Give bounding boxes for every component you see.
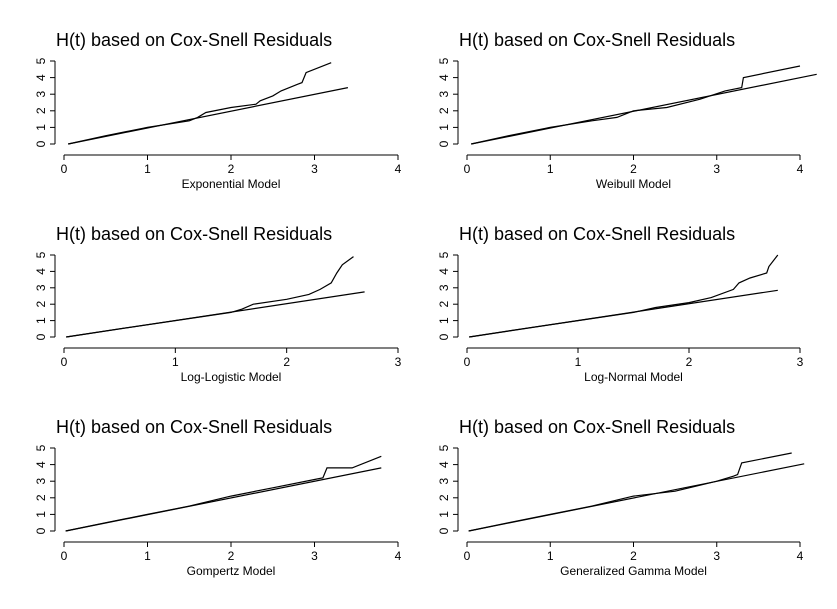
x-tick-label: 1 <box>547 162 554 176</box>
x-tick-label: 2 <box>630 162 637 176</box>
x-tick-label: 3 <box>311 549 318 563</box>
y-tick-label: 4 <box>34 268 48 275</box>
reference-line <box>471 73 817 145</box>
y-tick-label: 2 <box>34 494 48 501</box>
y-tick-label: 4 <box>437 268 451 275</box>
cumulative-hazard-line <box>66 256 354 338</box>
y-tick-label: 3 <box>34 91 48 98</box>
cumulative-hazard-line <box>469 254 779 338</box>
x-tick-label: 2 <box>283 355 290 369</box>
x-tick-label: 3 <box>797 355 804 369</box>
y-tick-label: 5 <box>437 444 451 451</box>
x-tick-label: 4 <box>797 162 804 176</box>
chart-title: H(t) based on Cox-Snell Residuals <box>56 30 332 50</box>
x-tick-label: 3 <box>311 162 318 176</box>
reference-line <box>468 463 805 532</box>
cumulative-hazard-line <box>471 65 801 145</box>
chart-panel-3: H(t) based on Cox-Snell Residuals 0 1 2 3 4 5 0… <box>34 224 402 384</box>
chart-panel-6: H(t) based on Cox-Snell Residuals 0 1 2 3 4 5 0… <box>437 417 805 578</box>
chart-title: H(t) based on Cox-Snell Residuals <box>459 30 735 50</box>
x-tick-label: 0 <box>61 162 68 176</box>
x-axis-label: Log-Normal Model <box>584 370 683 384</box>
y-tick-label: 2 <box>437 494 451 501</box>
reference-line <box>65 467 382 532</box>
x-tick-label: 1 <box>144 549 151 563</box>
x-tick-label: 3 <box>713 549 720 563</box>
x-tick-label: 0 <box>464 355 471 369</box>
x-tick-label: 3 <box>395 355 402 369</box>
y-tick-label: 2 <box>34 107 48 114</box>
y-tick-label: 4 <box>34 461 48 468</box>
x-axis-label: Generalized Gamma Model <box>560 564 707 578</box>
chart-title: H(t) based on Cox-Snell Residuals <box>459 417 735 437</box>
y-tick-label: 0 <box>437 140 451 147</box>
y-tick-label: 0 <box>437 527 451 534</box>
x-axis-label: Weibull Model <box>596 177 671 191</box>
x-tick-label: 3 <box>713 162 720 176</box>
x-tick-label: 1 <box>144 162 151 176</box>
chart-panel-1: H(t) based on Cox-Snell Residuals 0 1 2 3 4 5 0… <box>34 30 402 191</box>
chart-panel-4: H(t) based on Cox-Snell Residuals 0 1 2 3 4 5 0… <box>437 224 804 384</box>
y-tick-label: 1 <box>34 317 48 324</box>
reference-line <box>66 291 365 338</box>
x-tick-label: 2 <box>228 549 235 563</box>
y-tick-label: 0 <box>34 333 48 340</box>
y-tick-label: 2 <box>437 301 451 308</box>
y-tick-label: 3 <box>437 284 451 291</box>
x-tick-label: 2 <box>686 355 693 369</box>
y-tick-label: 0 <box>437 333 451 340</box>
chart-panel-2: H(t) based on Cox-Snell Residuals 0 1 2 3 4 5 0… <box>437 30 817 191</box>
y-tick-label: 5 <box>34 57 48 64</box>
y-tick-label: 1 <box>437 317 451 324</box>
x-tick-label: 0 <box>464 162 471 176</box>
x-tick-label: 2 <box>630 549 637 563</box>
y-tick-label: 4 <box>437 461 451 468</box>
x-axis-label: Exponential Model <box>182 177 281 191</box>
y-tick-label: 1 <box>34 124 48 131</box>
x-tick-label: 4 <box>395 549 402 563</box>
y-tick-label: 4 <box>437 74 451 81</box>
y-tick-label: 3 <box>34 478 48 485</box>
x-tick-label: 1 <box>172 355 179 369</box>
cumulative-hazard-line <box>65 455 382 532</box>
y-tick-label: 3 <box>437 91 451 98</box>
y-tick-label: 3 <box>34 284 48 291</box>
x-tick-label: 4 <box>395 162 402 176</box>
x-tick-label: 1 <box>575 355 582 369</box>
y-tick-label: 3 <box>437 478 451 485</box>
y-tick-label: 4 <box>34 74 48 81</box>
y-tick-label: 5 <box>34 444 48 451</box>
chart-title: H(t) based on Cox-Snell Residuals <box>56 224 332 244</box>
chart-panel-5: H(t) based on Cox-Snell Residuals 0 1 2 3 4 5 0… <box>34 417 402 578</box>
x-tick-label: 0 <box>61 549 68 563</box>
x-tick-label: 2 <box>228 162 235 176</box>
y-tick-label: 1 <box>437 124 451 131</box>
chart-title: H(t) based on Cox-Snell Residuals <box>56 417 332 437</box>
y-tick-label: 5 <box>34 251 48 258</box>
y-tick-label: 2 <box>437 107 451 114</box>
x-tick-label: 1 <box>547 549 554 563</box>
y-tick-label: 5 <box>437 251 451 258</box>
cumulative-hazard-line <box>68 62 332 145</box>
y-tick-label: 1 <box>437 511 451 518</box>
reference-line <box>469 289 778 338</box>
chart-title: H(t) based on Cox-Snell Residuals <box>459 224 735 244</box>
x-tick-label: 0 <box>464 549 471 563</box>
x-axis-label: Gompertz Model <box>187 564 276 578</box>
reference-line <box>68 87 349 145</box>
y-tick-label: 2 <box>34 301 48 308</box>
cumulative-hazard-line <box>468 452 792 532</box>
y-tick-label: 5 <box>437 57 451 64</box>
y-tick-label: 0 <box>34 527 48 534</box>
x-tick-label: 4 <box>797 549 804 563</box>
x-axis-label: Log-Logistic Model <box>181 370 282 384</box>
y-tick-label: 1 <box>34 511 48 518</box>
y-tick-label: 0 <box>34 140 48 147</box>
x-tick-label: 0 <box>61 355 68 369</box>
